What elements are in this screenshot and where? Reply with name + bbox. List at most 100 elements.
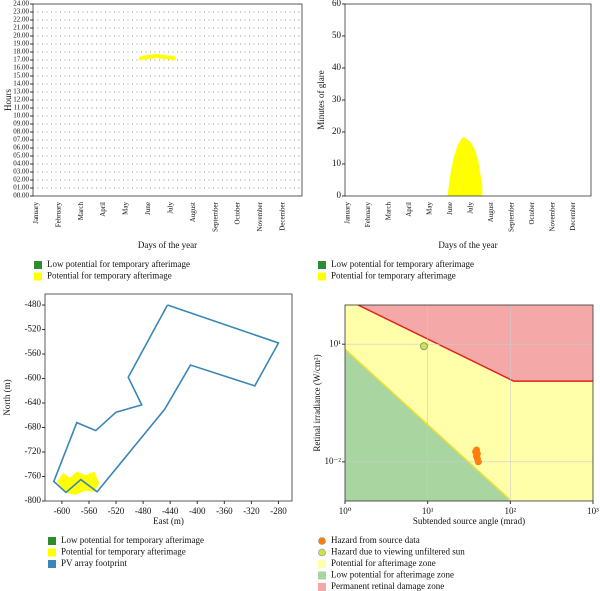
legend-label: Hazard from source data [331,535,420,545]
y-tick-label: -520 [25,324,42,334]
chart: -800 -760 -720 -680 -640 -600 -560 -520 -480 -600… [2,293,293,568]
y-tick-label: 00.00 [13,192,29,200]
legend-swatch [48,548,56,557]
x-tick-label: -600 [54,506,71,516]
y-tick-label: 14.00 [13,80,29,88]
y-tick-label: 12.00 [13,96,29,104]
x-tick-label: -560 [81,506,98,516]
legend-label: Potential for afterimage zone [331,558,436,568]
y-tick-label: 50 [332,30,342,40]
y-tick-label: 10⁻² [325,456,342,466]
point [161,54,165,59]
legend-swatch [318,571,326,580]
y-tick-label: 06.00 [13,144,29,152]
y-tick-label: 23.00 [13,8,29,16]
y-axis-label: North (m) [2,379,12,415]
x-axis-label: Days of the year [138,240,197,250]
y-tick-label: -640 [25,397,42,407]
x-tick-label: October [234,201,242,224]
y-tick-label: 07.00 [13,136,29,144]
y-tick-label: 03.00 [13,168,29,176]
x-tick-label: May [122,202,130,215]
y-axis-label: Minutes of glare [316,70,326,129]
y-tick-label: 13.00 [13,88,29,96]
x-tick-label: April [99,202,107,217]
x-tick-label: May [426,202,434,215]
x-tick-label: April [405,202,413,217]
x-tick-label: August [189,202,197,222]
y-tick-label: 05.00 [13,152,29,160]
x-axis-label: Subtended source angle (mrad) [413,516,525,526]
point [145,54,149,59]
x-tick-label: January [344,202,352,224]
y-tick-label: 10.00 [13,112,29,120]
legend-swatch [318,560,326,568]
y-tick-label: 08.00 [13,128,29,136]
y-tick-label: 17.00 [13,56,29,64]
x-tick-label: June [144,202,152,215]
legend-swatch [318,272,326,281]
x-tick-label: March [77,202,85,221]
y-tick-label: -680 [25,422,42,432]
point [141,55,145,60]
zone-boundary [345,348,511,500]
y-tick-label: 22.00 [13,16,29,24]
x-tick-label: October [528,201,536,224]
x-tick-label: November [256,201,264,231]
x-tick-label: February [54,202,62,228]
y-tick-label: -760 [25,471,42,481]
legend-swatch [318,537,326,545]
y-tick-label: -800 [25,495,42,505]
point [419,342,428,351]
legend-label: Low potential for temporary afterimage [331,259,474,269]
area [447,136,483,196]
x-tick-label: -520 [108,506,125,516]
x-tick-label: December [279,201,287,230]
y-tick-label: -560 [25,348,42,358]
point [143,55,147,60]
plot-background [45,294,292,501]
plot-frame [344,304,594,502]
point [172,56,176,61]
legend-label: Potential for temporary afterimage [331,271,456,281]
legend-label: Potential for temporary afterimage [61,547,186,557]
y-tick-label: 20.00 [13,32,29,40]
legend-label: Low potential for temporary afterimage [47,259,190,269]
point [139,56,142,61]
x-tick-label: November [549,201,557,231]
y-tick-label: 40 [332,62,342,72]
legend-label: PV array footprint [61,558,127,568]
legend-swatch [318,583,326,591]
point [166,55,169,60]
y-tick-label: 04.00 [13,160,29,168]
footprint [52,304,280,494]
y-tick-label: 19.00 [13,40,29,48]
y-tick-label: 18.00 [13,48,29,56]
y-tick-label: 24.00 [13,0,29,8]
x-tick-label: March [385,202,393,221]
y-axis-label: Retinal irradiance (W/cm²) [312,354,322,451]
y-tick-label: 09.00 [13,120,29,128]
x-tick-label: -480 [135,506,152,516]
plot-area [45,294,292,501]
chart: 0 10 20 30 40 50 60 January February March April Ma… [316,0,592,281]
x-tick-label: -320 [243,506,260,516]
legend-swatch [318,261,326,269]
legend-swatch [34,261,42,269]
legend-label: Hazard due to viewing unfiltered sun [331,547,465,557]
y-tick-label: 21.00 [13,24,29,32]
x-tick-label: -280 [270,506,287,516]
point [148,54,151,59]
x-tick-label: -400 [189,506,206,516]
x-tick-label: December [569,201,577,230]
legend-swatch [318,548,326,557]
point [168,55,172,60]
legend-label: Permanent retinal damage zone [331,581,444,591]
legend-label: Low potential for afterimage zone [331,570,454,580]
x-tick-label: September [211,201,219,232]
x-tick-label: 10² [504,506,516,516]
plot-area [345,4,591,196]
x-tick-label: January [32,202,40,224]
plot-frame [44,293,293,502]
